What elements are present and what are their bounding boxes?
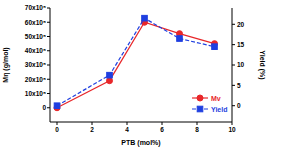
y2-tick [232,85,235,86]
plot-area [54,15,218,110]
y2-title: Yield (%) [258,50,266,79]
y-tick [47,8,50,9]
legend-label: Yield [211,106,227,113]
legend: Mv Yield [192,95,227,113]
x-tick-label: 2 [90,126,94,133]
y-title: Mη (g/mol) [2,47,10,82]
x-tick-label: 4 [125,126,129,133]
x-tick [57,122,58,125]
x-tick-label: 0 [55,126,59,133]
y-tick-label: 70x10⁵ [25,4,46,11]
x-tick [162,122,163,125]
series-line [57,18,215,106]
y-tick-label: 40x10⁵ [25,47,46,54]
y2-tick-label: 0 [237,102,241,109]
y-tick [47,22,50,23]
y-tick-label: 10x10⁵ [25,90,46,97]
y-tick-label: 20x10⁵ [25,76,46,83]
x-tick [232,122,233,125]
x-tick [197,122,198,125]
y-tick [47,36,50,37]
y-tick-label: 30x10⁵ [25,61,46,68]
y2-tick-label: 5 [237,82,241,89]
legend-label: Mv [211,95,221,102]
x-tick-label: 8 [195,126,199,133]
y-tick [47,50,50,51]
y2-tick [232,24,235,25]
y2-tick-label: 10 [237,61,245,68]
point [177,36,183,42]
y-tick-label: 0 [42,104,46,111]
legend-marker [197,106,203,112]
series-line [57,22,215,108]
y-tick-label: 50x10⁵ [25,33,46,40]
y-tick [47,79,50,80]
x-tick-label: 6 [160,126,164,133]
x-tick-label: 10 [228,126,236,133]
y-tick [47,65,50,66]
x-tick [92,122,93,125]
y2-tick-label: 15 [237,41,245,48]
y2-tick [232,65,235,66]
x-tick [127,122,128,125]
point [142,15,148,21]
y2-tick [232,105,235,106]
legend-marker [197,95,203,101]
point [107,72,113,78]
chart: 0 2 4 6 8 10 0 10x10⁵ 20x10⁵ 30x10⁵ 40x10⁵ 50x10⁵ 60… [0,0,287,149]
point [212,44,218,50]
x-axis [50,122,232,123]
point [54,103,60,109]
y2-tick-label: 20 [237,21,245,28]
x-title: PTB (mol%) [121,139,160,147]
y-tick-label: 60x10⁵ [25,19,46,26]
y-tick [47,93,50,94]
y-tick [47,107,50,108]
point [107,78,113,84]
y2-tick [232,44,235,45]
